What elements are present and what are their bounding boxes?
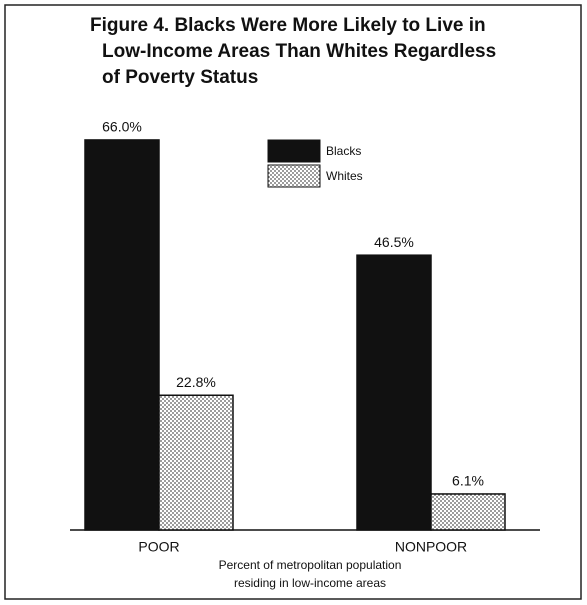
- bar: [430, 493, 506, 531]
- bar: [158, 394, 234, 531]
- chart-title: Figure 4. Blacks Were More Likely to Liv…: [90, 15, 486, 36]
- legend-swatch: [267, 139, 321, 163]
- x-tick-label: NONPOOR: [395, 539, 467, 555]
- value-label: 22.8%: [176, 374, 216, 390]
- x-axis-label: Percent of metropolitan population: [219, 558, 402, 572]
- legend-label: Whites: [326, 169, 363, 183]
- value-label: 6.1%: [452, 473, 484, 489]
- legend-label: Blacks: [326, 144, 361, 158]
- legend-swatch: [267, 164, 321, 188]
- bar: [84, 139, 160, 531]
- chart-title: of Poverty Status: [102, 67, 258, 88]
- x-tick-label: POOR: [138, 539, 179, 555]
- chart-title: Low-Income Areas Than Whites Regardless: [102, 41, 496, 62]
- value-label: 66.0%: [102, 119, 142, 135]
- value-label: 46.5%: [374, 234, 414, 250]
- bar: [356, 254, 432, 531]
- frame: [4, 4, 582, 600]
- x-axis-label: residing in low-income areas: [234, 576, 386, 590]
